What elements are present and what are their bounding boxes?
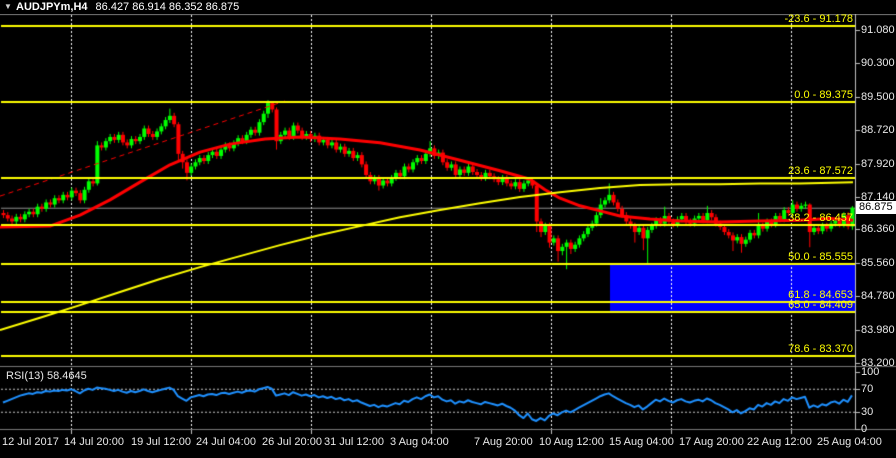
fib-level-label: 0.0 - 89.375 [794, 89, 853, 102]
rsi-axis-label: 0 [861, 423, 868, 435]
collapse-triangle-icon[interactable]: ▼ [4, 2, 12, 11]
current-price-box: 86.875 [856, 201, 896, 214]
rsi-axis-label: 70 [861, 382, 874, 395]
fib-level-label: 38.2 - 86.457 [788, 212, 853, 225]
time-axis-label: 25 Aug 04:00 [817, 436, 882, 448]
chart-symbol-title: AUDJPYm,H4 [16, 1, 88, 13]
time-axis-label: 22 Aug 12:00 [747, 436, 812, 448]
fib-level-label: 23.6 - 87.572 [788, 165, 853, 178]
fib-level-label: 78.6 - 83.370 [788, 342, 853, 355]
price-axis-label: 87.140 [861, 190, 895, 203]
chart-title-bar: ▼ AUDJPYm,H4 86.427 86.914 86.352 86.875 [0, 0, 896, 14]
time-axis-label: 17 Aug 20:00 [679, 436, 744, 448]
price-axis-label: 86.360 [861, 223, 895, 236]
rsi-axis-label: 100 [861, 365, 880, 378]
time-axis-label: 14 Jul 20:00 [64, 436, 124, 448]
price-axis-label: 89.500 [861, 90, 895, 103]
time-axis-label: 12 Jul 2017 [2, 436, 59, 448]
price-axis-label: 87.920 [861, 157, 895, 170]
time-axis-label: 24 Jul 04:00 [196, 436, 256, 448]
rsi-axis-label: 30 [861, 405, 874, 418]
time-axis-label: 3 Aug 04:00 [390, 436, 449, 448]
time-axis-label: 26 Jul 20:00 [262, 436, 322, 448]
price-axis-label: 83.980 [861, 324, 895, 337]
time-axis-label: 31 Jul 12:00 [324, 436, 384, 448]
price-axis-label: 83.200 [861, 357, 895, 370]
price-axis-label: 85.560 [861, 257, 895, 270]
price-axis-label: 84.780 [861, 290, 895, 303]
time-axis-label: 15 Aug 04:00 [609, 436, 674, 448]
fib-level-label: 50.0 - 85.555 [788, 250, 853, 263]
fib-level-label: 61.8 - 84.653 [788, 288, 853, 301]
price-axis-label: 88.720 [861, 123, 895, 136]
price-axis-label: 90.300 [861, 56, 895, 69]
time-axis-label: 19 Jul 12:00 [131, 436, 191, 448]
price-axis-label: 91.080 [861, 24, 895, 36]
time-axis-label: 7 Aug 20:00 [474, 436, 533, 448]
chart-ohlc-values: 86.427 86.914 86.352 86.875 [95, 1, 240, 13]
fib-level-label: 65.0 - 84.409 [788, 298, 853, 311]
rsi-indicator-label: RSI(13) 58.4645 [6, 370, 87, 382]
fib-level-label: -23.6 - 91.178 [784, 12, 854, 25]
time-axis-label: 10 Aug 12:00 [539, 436, 604, 448]
